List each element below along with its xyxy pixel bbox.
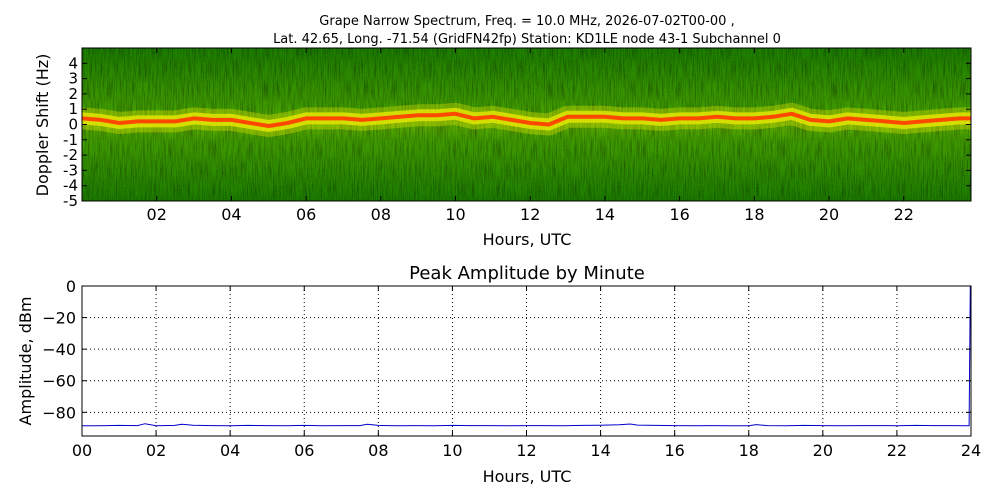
- spectrogram-ytick-label: 0: [68, 116, 78, 134]
- amplitude-ytick-label: −60: [42, 372, 76, 391]
- amplitude-xtick-label: 22: [887, 441, 907, 460]
- amplitude-ytick-label: −80: [42, 403, 76, 422]
- amplitude-ytick-label: 0: [66, 277, 76, 296]
- amplitude-series-line: [82, 286, 971, 427]
- spectrogram-ytick-label: -5: [63, 192, 78, 210]
- amplitude-xtick-label: 06: [294, 441, 314, 460]
- spectrogram-ytick-label: -3: [63, 161, 78, 179]
- figure-title-line-1: Grape Narrow Spectrum, Freq. = 10.0 MHz,…: [319, 14, 734, 29]
- spectrogram-ytick-label: -2: [63, 146, 78, 164]
- spectrogram-peak-trace: [82, 111, 971, 128]
- amplitude-xtick-label: 14: [590, 441, 610, 460]
- amplitude-ylabel: Amplitude, dBm: [16, 297, 35, 426]
- figure-title-line-2: Lat. 42.65, Long. -71.54 (GridFN42fp) St…: [273, 32, 781, 47]
- spectrogram-xtick-label: 02: [147, 205, 167, 224]
- spectrogram-xtick-label: 10: [445, 205, 465, 224]
- spectrogram-ytick-label: 2: [68, 85, 78, 103]
- amplitude-xtick-label: 20: [813, 441, 833, 460]
- amplitude-ytick-label: −20: [42, 309, 76, 328]
- amplitude-xtick-label: 18: [739, 441, 759, 460]
- amplitude-panel: Peak Amplitude by Minute 00 02 04 06 08 10 12 1…: [16, 263, 981, 486]
- amplitude-xtick-label: 08: [368, 441, 388, 460]
- amplitude-xtick-label: 02: [146, 441, 166, 460]
- spectrogram-xtick-label: 20: [819, 205, 839, 224]
- spectrogram-xtick-label: 04: [221, 205, 241, 224]
- spectrogram-ylabel: Doppler Shift (Hz): [33, 54, 52, 197]
- amplitude-xlabel: Hours, UTC: [483, 467, 572, 486]
- amplitude-xtick-label: 10: [442, 441, 462, 460]
- spectrogram-ytick-label: 4: [68, 54, 78, 72]
- spectrogram-ytick-label: -1: [63, 131, 78, 149]
- amplitude-frame: [81, 285, 972, 437]
- amplitude-title: Peak Amplitude by Minute: [409, 263, 645, 284]
- spectrogram-xtick-label: 06: [296, 205, 316, 224]
- spectrogram-xtick-label: 18: [744, 205, 764, 224]
- spectrogram-xtick-label: 12: [520, 205, 540, 224]
- spectrogram-xtick-label: 22: [894, 205, 914, 224]
- amplitude-xtick-label: 04: [220, 441, 240, 460]
- amplitude-xtick-label: 00: [72, 441, 92, 460]
- amplitude-xtick-label: 24: [961, 441, 981, 460]
- amplitude-xtick-label: 12: [516, 441, 536, 460]
- amplitude-ytick-label: −40: [42, 340, 76, 359]
- spectrogram-xlabel: Hours, UTC: [483, 230, 572, 249]
- spectrogram-ytick-label: -4: [63, 177, 78, 195]
- amplitude-xtick-label: 16: [664, 441, 684, 460]
- spectrogram-xtick-label: 14: [595, 205, 615, 224]
- spectrogram-ytick-label: 3: [68, 70, 78, 88]
- spectrogram-ytick-label: 1: [68, 100, 78, 118]
- spectrogram-xtick-label: 16: [669, 205, 689, 224]
- spectrogram-xtick-label: 08: [371, 205, 391, 224]
